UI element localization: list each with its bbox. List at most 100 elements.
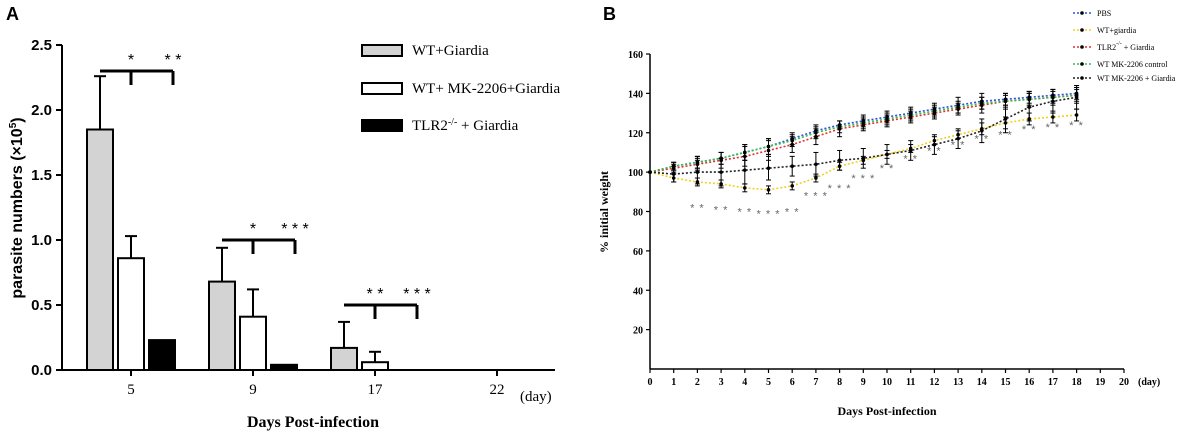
data-point: [980, 101, 984, 106]
bar: [117, 257, 145, 372]
x-tick-label: 14: [977, 377, 987, 388]
data-point: [814, 162, 818, 167]
significance-label: * * *: [757, 208, 781, 220]
x-tick-label: 0: [648, 377, 653, 388]
data-point: [743, 150, 747, 155]
x-tick-label: 18: [1072, 377, 1082, 388]
legend-label-text: TLR2: [1097, 43, 1116, 52]
x-tick-label: 20: [1119, 377, 1129, 388]
y-axis-title: % initial weight: [597, 171, 611, 253]
x-tick-label: 17: [368, 382, 384, 398]
x-tick-label: 5: [766, 377, 771, 388]
x-tick-label: 3: [719, 377, 724, 388]
data-point: [885, 117, 889, 121]
legend-label-sup: -/-: [1116, 41, 1122, 47]
x-tick-label: 4: [742, 377, 747, 388]
x-tick-label: 13: [953, 377, 963, 388]
legend-label: TLR2-/- + Giardia: [1097, 41, 1155, 52]
bar: [86, 128, 114, 371]
significance-label: * *: [903, 153, 918, 165]
y-axis-title-close: ): [9, 117, 26, 122]
y-tick-label: 40: [633, 286, 643, 297]
data-point: [980, 128, 984, 133]
data-point: [1074, 95, 1079, 100]
legend-marker: [1080, 11, 1084, 15]
legend-label: WT+giardia: [1097, 26, 1137, 35]
legend-label-sup: -/-: [448, 117, 457, 128]
data-point: [695, 170, 700, 174]
y-axis-title-main: parasite numbers (×10: [9, 128, 26, 298]
significance-label: *: [128, 52, 134, 69]
significance-label: * *: [951, 140, 966, 152]
legend-swatch: [361, 119, 403, 132]
x-unit-label: (day): [1138, 377, 1160, 388]
y-tick-label: 160: [628, 50, 643, 61]
y-tick-label: 80: [633, 208, 643, 219]
significance-label: * *: [165, 52, 182, 69]
significance-label: * *: [737, 206, 752, 218]
bar: [148, 339, 176, 372]
y-axis-title-sup: 5: [8, 122, 19, 128]
y-tick-label: 0.5: [31, 297, 52, 314]
panel-a-bar-chart: 0.0 0.5 1.0 1.5 2.0 2.5 5 9 17 22 (day) * * * * * * * *…: [8, 37, 560, 431]
data-point: [648, 170, 652, 174]
panel-a-letter: A: [6, 4, 19, 24]
data-point: [766, 188, 771, 192]
data-point: [790, 164, 794, 169]
bar: [208, 280, 236, 372]
y-tick-label: 0.0: [31, 362, 52, 379]
x-tick-label: 17: [1048, 377, 1058, 388]
data-point: [1003, 117, 1008, 121]
data-point: [1051, 115, 1055, 119]
legend-label-text: WT+giardia: [1097, 26, 1137, 35]
legend-marker: [1080, 62, 1084, 66]
y-tick-label: 1.0: [31, 232, 52, 249]
significance-label: * *: [1046, 122, 1061, 134]
legend-label-text: PBS: [1097, 9, 1111, 18]
significance-label: * *: [927, 145, 942, 157]
data-point: [766, 166, 771, 170]
legend-label-text: TLR2: [412, 118, 448, 134]
legend-label-text: WT MK-2206 control: [1097, 60, 1168, 69]
x-tick-label: 11: [906, 377, 915, 388]
data-point: [956, 105, 960, 109]
legend-label-text: WT MK-2206 + Giardia: [1097, 74, 1176, 83]
legend-label: WT MK-2206 + Giardia: [1097, 74, 1176, 83]
legend-label-text: WT+Giardia: [412, 43, 489, 59]
data-point: [908, 148, 913, 153]
data-point: [885, 152, 889, 157]
data-point: [861, 121, 866, 125]
data-point: [932, 109, 937, 113]
x-axis-title: Days Post-infection: [838, 404, 937, 418]
data-point: [1051, 99, 1055, 104]
significance-label: * *: [367, 286, 384, 303]
y-tick-label: 100: [628, 168, 643, 179]
y-axis-title: parasite numbers (×105): [8, 117, 26, 298]
significance-label: * *: [714, 204, 729, 216]
data-point: [743, 168, 747, 172]
legend-swatch: [361, 82, 403, 95]
x-tick-label: 5: [127, 382, 135, 398]
significance-label: * * *: [828, 183, 852, 195]
data-point: [932, 142, 937, 147]
data-point: [671, 172, 676, 176]
data-point: [1027, 105, 1031, 109]
y-tick-label: 20: [633, 326, 643, 337]
data-point: [719, 170, 723, 174]
data-point: [743, 186, 747, 190]
legend-label: WT MK-2206 control: [1097, 60, 1168, 69]
y-tick-label: 1.5: [31, 167, 52, 184]
significance-label: * *: [785, 206, 800, 218]
x-unit-label: (day): [520, 389, 552, 405]
y-tick-label: 140: [628, 89, 643, 100]
significance-label: * * *: [281, 221, 309, 238]
legend-label: PBS: [1097, 9, 1111, 18]
data-point: [1074, 113, 1079, 117]
data-point: [790, 184, 794, 188]
legend-swatch: [361, 44, 403, 57]
data-point: [1003, 99, 1008, 104]
data-point: [790, 138, 794, 143]
x-tick-label: 2: [695, 377, 700, 388]
